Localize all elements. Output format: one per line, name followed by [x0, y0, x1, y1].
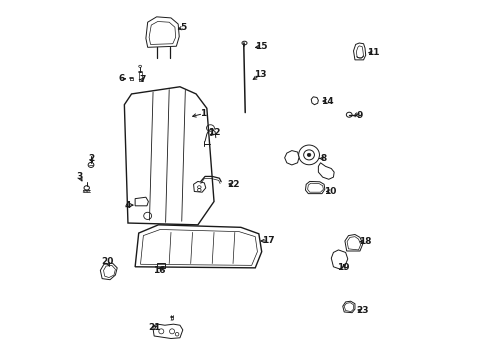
Text: 20: 20: [101, 257, 114, 266]
Text: 21: 21: [147, 323, 160, 332]
Text: 5: 5: [180, 23, 186, 32]
Text: 18: 18: [358, 237, 370, 246]
Polygon shape: [342, 301, 354, 313]
Polygon shape: [100, 263, 117, 280]
Text: 22: 22: [226, 180, 239, 189]
Ellipse shape: [298, 145, 319, 165]
Text: 6: 6: [119, 75, 125, 84]
Text: 15: 15: [255, 42, 267, 51]
Text: 3: 3: [76, 172, 82, 181]
Text: 12: 12: [207, 128, 220, 137]
Polygon shape: [145, 17, 179, 47]
Text: 8: 8: [320, 154, 326, 163]
Text: 14: 14: [321, 96, 333, 105]
Polygon shape: [353, 43, 365, 60]
Polygon shape: [284, 150, 298, 165]
Text: 13: 13: [254, 71, 266, 80]
Text: 17: 17: [262, 237, 274, 246]
Polygon shape: [344, 234, 362, 251]
Polygon shape: [124, 87, 214, 225]
Text: 16: 16: [153, 266, 165, 275]
Text: 2: 2: [88, 154, 94, 163]
Text: 23: 23: [356, 306, 368, 315]
Polygon shape: [305, 181, 324, 194]
Text: 19: 19: [336, 264, 349, 273]
Text: 11: 11: [366, 48, 379, 57]
Polygon shape: [135, 197, 148, 206]
Polygon shape: [135, 225, 261, 268]
Ellipse shape: [139, 65, 142, 67]
Ellipse shape: [306, 153, 310, 157]
Polygon shape: [152, 324, 183, 338]
Text: 1: 1: [200, 109, 206, 118]
Ellipse shape: [346, 112, 351, 117]
Polygon shape: [330, 250, 347, 269]
Text: 9: 9: [355, 111, 362, 120]
Polygon shape: [193, 181, 205, 192]
Text: 10: 10: [324, 187, 336, 196]
Text: 4: 4: [124, 201, 131, 210]
Polygon shape: [318, 163, 333, 179]
Text: 7: 7: [139, 75, 145, 84]
Polygon shape: [310, 97, 318, 105]
Ellipse shape: [242, 41, 246, 45]
